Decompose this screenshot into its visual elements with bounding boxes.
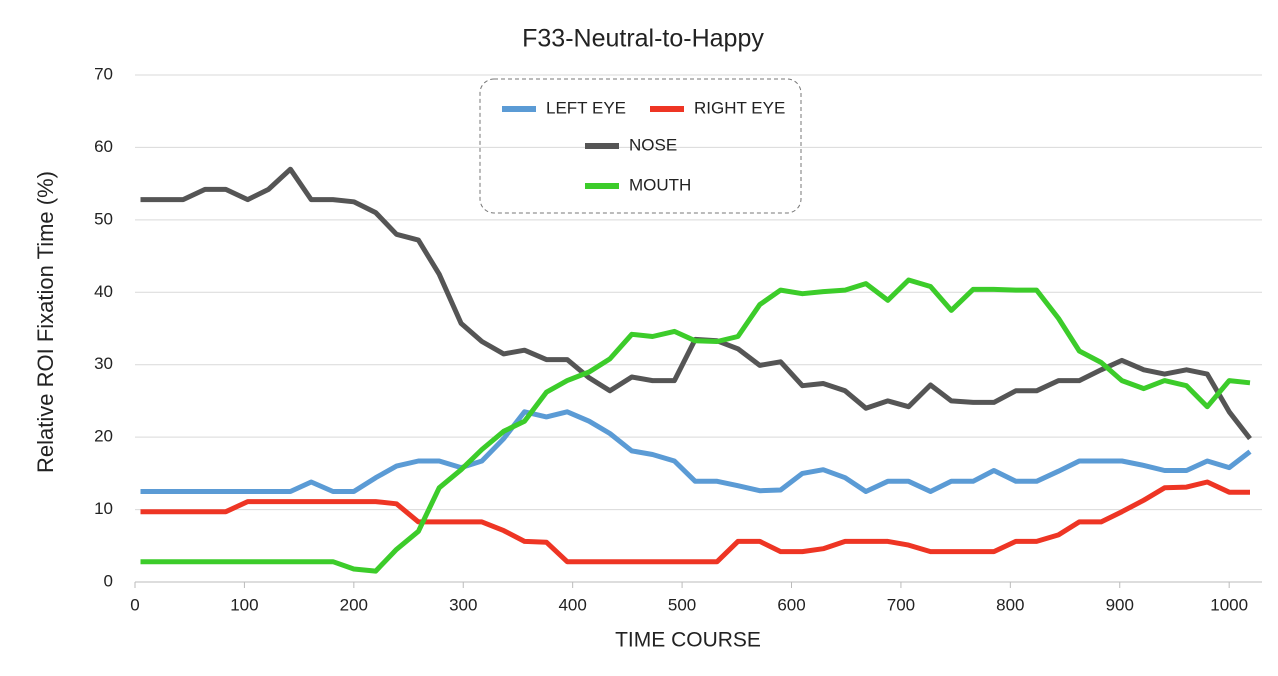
x-tick-label: 500 xyxy=(668,595,696,614)
x-tick-label: 0 xyxy=(130,595,139,614)
x-tick-label: 1000 xyxy=(1210,595,1248,614)
x-tick-label: 600 xyxy=(777,595,805,614)
legend-label: NOSE xyxy=(629,135,677,154)
y-tick-label: 30 xyxy=(94,354,113,373)
x-tick-label: 200 xyxy=(340,595,368,614)
legend-box xyxy=(479,78,802,214)
x-tick-label: 400 xyxy=(558,595,586,614)
y-tick-label: 50 xyxy=(94,209,113,228)
y-tick-label: 10 xyxy=(94,499,113,518)
y-axis-label: Relative ROI Fixation Time (%) xyxy=(33,171,58,473)
y-tick-label: 20 xyxy=(94,427,113,446)
series-line xyxy=(140,409,1252,494)
series-line xyxy=(140,479,1250,565)
legend-label: LEFT EYE xyxy=(546,98,626,117)
series-line xyxy=(140,166,1252,441)
y-tick-label: 60 xyxy=(94,137,113,156)
x-tick-label: 100 xyxy=(230,595,258,614)
x-axis-label: TIME COURSE xyxy=(615,629,761,652)
x-tick-label: 900 xyxy=(1106,595,1134,614)
y-tick-label: 0 xyxy=(104,571,113,590)
y-tick-label: 40 xyxy=(94,282,113,301)
y-tick-label: 70 xyxy=(94,64,113,83)
x-tick-label: 800 xyxy=(996,595,1024,614)
x-tick-label: 300 xyxy=(449,595,477,614)
legend-label: MOUTH xyxy=(629,175,691,194)
x-tick-label: 700 xyxy=(887,595,915,614)
series-line xyxy=(140,277,1251,574)
legend-label: RIGHT EYE xyxy=(694,98,785,117)
chart-title: F33-Neutral-to-Happy xyxy=(522,25,764,53)
